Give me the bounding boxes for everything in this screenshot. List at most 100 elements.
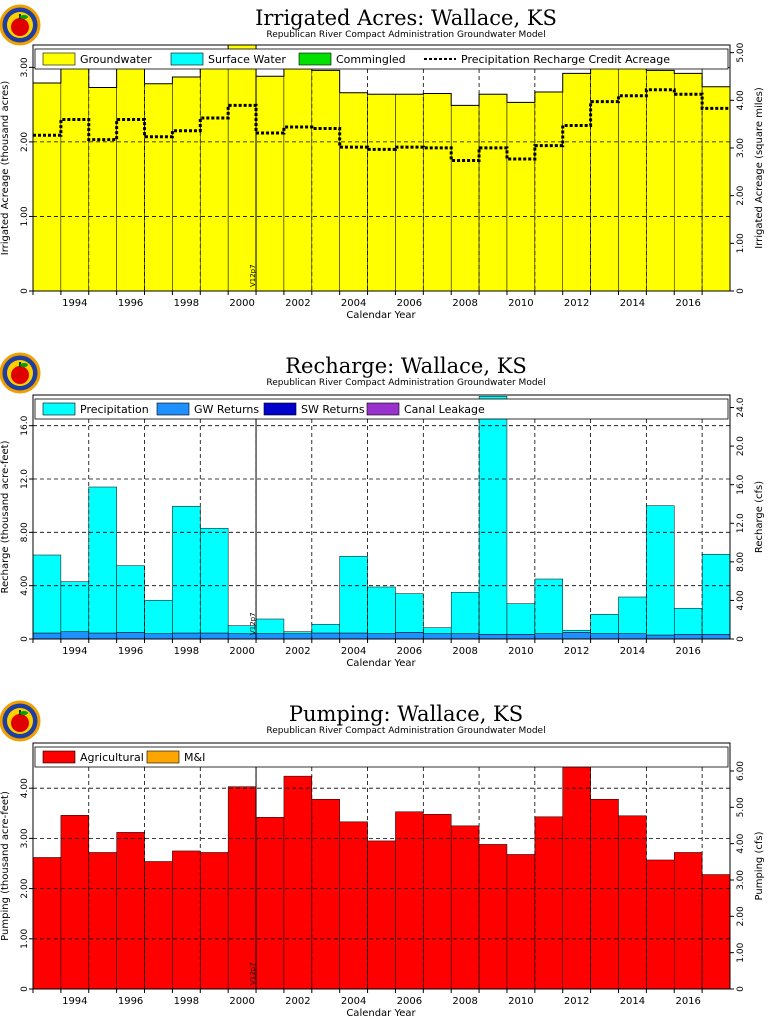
legend-label: Groundwater <box>80 53 152 66</box>
x-tick-label: 2016 <box>675 646 700 657</box>
precipitation-bar <box>172 506 201 634</box>
legend-label: Canal Leakage <box>404 403 485 416</box>
groundwater-bar <box>534 91 563 292</box>
precipitation-bar <box>590 614 619 634</box>
y-tick-label: 2.00 <box>20 878 30 898</box>
logo-leaf <box>20 363 28 367</box>
gw-returns-bar <box>172 632 201 640</box>
y-axis-label: Pumping (thousand acre-feet) <box>0 791 11 941</box>
legend-label: SW Returns <box>301 403 365 416</box>
legend-swatch <box>42 402 76 416</box>
groundwater-bar <box>116 62 145 292</box>
x-tick-label: 1996 <box>118 298 143 309</box>
gw-returns-bar <box>283 633 313 640</box>
x-tick-label: 2016 <box>675 996 700 1007</box>
groundwater-bar <box>172 76 201 292</box>
legend-swatch <box>156 402 190 416</box>
logo-stem <box>19 14 21 19</box>
groundwater-bar <box>506 102 536 292</box>
groundwater-bar <box>339 92 368 292</box>
chart-title: Recharge: Wallace, KS <box>285 354 527 378</box>
groundwater-bar <box>478 93 508 292</box>
agricultural-bar <box>534 816 563 990</box>
legend-label: Commingled <box>336 53 406 66</box>
agricultural-bar <box>200 852 229 990</box>
gw-returns-bar <box>311 632 340 640</box>
y-right-tick-label: 1.00 <box>736 942 746 962</box>
legend-swatch <box>42 52 76 66</box>
x-tick-label: 2012 <box>564 646 589 657</box>
gw-returns-bar <box>144 633 173 640</box>
agricultural-bar <box>590 798 619 990</box>
agricultural-bar <box>32 857 62 990</box>
x-axis-label: Calendar Year <box>346 1008 416 1019</box>
x-tick-label: 2012 <box>564 996 589 1007</box>
y-axis-right-label: Recharge (cfs) <box>754 481 765 553</box>
y-axis-label: Recharge (thousand acre-feet) <box>0 440 11 593</box>
groundwater-bar <box>200 61 229 292</box>
legend-swatch <box>146 750 180 764</box>
precipitation-bar <box>144 600 173 634</box>
agricultural-bar <box>255 817 285 990</box>
chart-title: Irrigated Acres: Wallace, KS <box>255 6 557 30</box>
legend-swatch <box>42 750 76 764</box>
agricultural-bar <box>673 852 703 990</box>
gw-returns-bar <box>339 632 368 640</box>
precipitation-bar <box>562 630 591 633</box>
groundwater-bar <box>144 83 173 292</box>
gw-returns-bar <box>673 634 703 640</box>
y-right-tick-label: 2.00 <box>736 906 746 926</box>
gw-returns-bar <box>506 634 536 640</box>
y-tick-label: 0 <box>20 636 30 642</box>
y-right-tick-label: 8.00 <box>736 552 746 572</box>
y-axis-right-label: Pumping (cfs) <box>754 831 765 900</box>
y-right-tick-label: 2.00 <box>736 185 746 205</box>
legend-label: Precipitation <box>80 403 149 416</box>
y-tick-label: 4.00 <box>20 778 30 798</box>
x-tick-label: 1994 <box>62 996 87 1007</box>
gw-returns-bar <box>200 632 229 640</box>
gw-returns-bar <box>450 633 480 640</box>
gw-returns-bar <box>562 632 591 640</box>
precipitation-bar <box>506 603 536 635</box>
x-tick-label: 2006 <box>397 298 422 309</box>
x-tick-label: 1996 <box>118 646 143 657</box>
gw-returns-bar <box>255 633 285 640</box>
precipitation-bar <box>60 581 90 632</box>
y-tick-label: 3.00 <box>20 828 30 848</box>
legend-swatch <box>366 402 400 416</box>
y-axis-right-label: Irrigated Acreage (square miles) <box>754 87 765 249</box>
x-tick-label: 1998 <box>174 298 199 309</box>
y-right-tick-label: 24.0 <box>736 397 746 417</box>
plot-border <box>32 44 731 292</box>
y-right-tick-label: 0 <box>736 636 746 642</box>
y-right-tick-label: 16.0 <box>736 474 746 494</box>
x-tick-label: 2000 <box>229 298 254 309</box>
logo-apple <box>11 714 29 732</box>
gw-returns-bar <box>590 633 619 640</box>
groundwater-bar <box>255 76 285 292</box>
x-tick-label: 1996 <box>118 996 143 1007</box>
x-tick-label: 2004 <box>341 646 366 657</box>
gw-returns-bar <box>367 633 396 640</box>
y-right-tick-label: 3.00 <box>736 870 746 890</box>
legend-swatch <box>298 52 332 66</box>
y-right-tick-label: 12.0 <box>736 513 746 533</box>
groundwater-bar <box>395 93 424 292</box>
groundwater-bar <box>562 73 591 292</box>
x-tick-label: 2014 <box>620 646 645 657</box>
x-tick-label: 2016 <box>675 298 700 309</box>
gw-returns-bar <box>88 632 117 640</box>
x-axis-label: Calendar Year <box>346 658 416 669</box>
legend-label: M&I <box>184 751 205 764</box>
precipitation-bar <box>534 578 563 634</box>
y-tick-label: 0 <box>20 288 30 294</box>
y-right-tick-label: 20.0 <box>736 436 746 456</box>
y-right-tick-label: 5.00 <box>736 42 746 62</box>
groundwater-bar <box>701 86 731 292</box>
y-right-tick-label: 3.00 <box>736 138 746 158</box>
gw-returns-bar <box>646 634 675 640</box>
legend-label: Agricultural <box>80 751 144 764</box>
